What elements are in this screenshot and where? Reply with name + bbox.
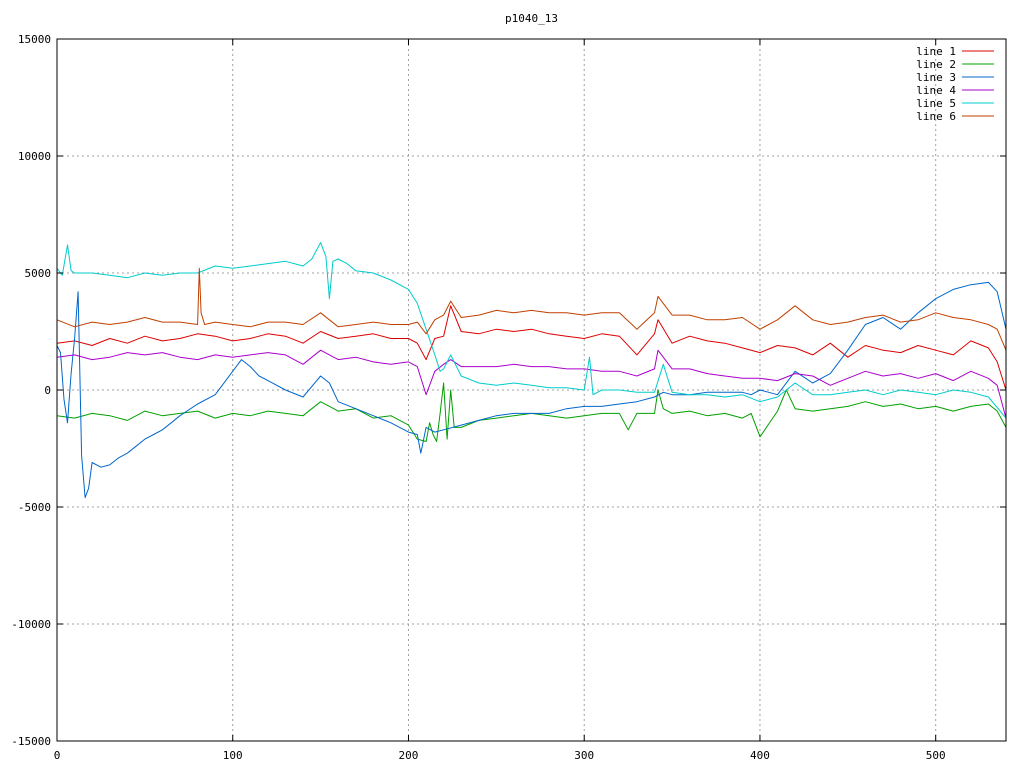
series-line-5 bbox=[56, 242, 1007, 419]
legend-label: line 3 bbox=[916, 71, 956, 84]
legend-label: line 2 bbox=[916, 58, 956, 71]
series-line-4 bbox=[56, 349, 1007, 419]
y-tick-label: 10000 bbox=[18, 150, 51, 163]
series-lines bbox=[56, 242, 1007, 499]
y-tick-label: -10000 bbox=[11, 618, 51, 631]
y-tick-label: -15000 bbox=[11, 735, 51, 748]
chart-title: p1040_13 bbox=[505, 12, 558, 25]
series-line-3 bbox=[56, 281, 1007, 499]
legend-label: line 1 bbox=[916, 45, 956, 58]
legend-label: line 6 bbox=[916, 110, 956, 123]
x-tick-label: 300 bbox=[574, 749, 594, 762]
series-line-2 bbox=[56, 382, 1007, 442]
x-tick-label: 100 bbox=[223, 749, 243, 762]
y-tick-label: 0 bbox=[44, 384, 51, 397]
series-line-1 bbox=[56, 305, 1007, 391]
x-tick-label: 200 bbox=[399, 749, 419, 762]
y-tick-label: 5000 bbox=[25, 267, 52, 280]
x-tick-label: 400 bbox=[750, 749, 770, 762]
series-line-6 bbox=[56, 267, 1007, 351]
legend-label: line 5 bbox=[916, 97, 956, 110]
axis-ticks: -15000 -10000 -5000 0 5000 10000 15000 0 100 200 3… bbox=[11, 33, 1006, 762]
y-tick-label: 15000 bbox=[18, 33, 51, 46]
legend-label: line 4 bbox=[916, 84, 956, 97]
y-tick-label: -5000 bbox=[18, 501, 51, 514]
x-tick-label: 500 bbox=[926, 749, 946, 762]
x-tick-label: 0 bbox=[54, 749, 61, 762]
